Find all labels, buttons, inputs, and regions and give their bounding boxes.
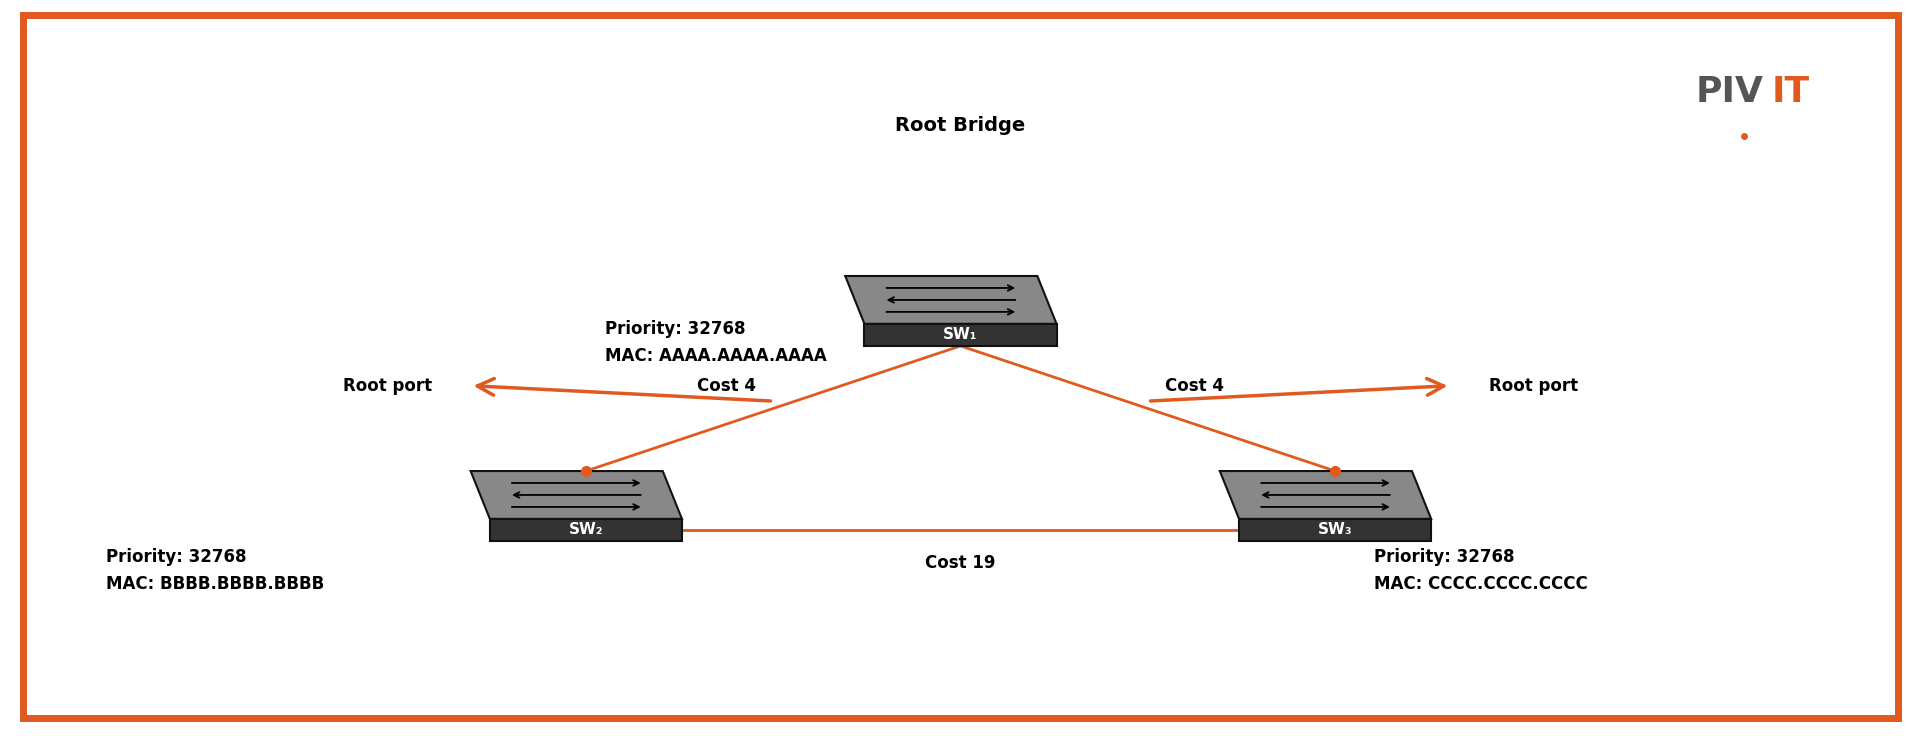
Text: Priority: 32768
MAC: BBBB.BBBB.BBBB: Priority: 32768 MAC: BBBB.BBBB.BBBB <box>106 548 325 592</box>
Text: Cost 19: Cost 19 <box>926 554 995 572</box>
Text: SW₂: SW₂ <box>569 523 603 537</box>
Text: Priority: 32768
MAC: AAAA.AAAA.AAAA: Priority: 32768 MAC: AAAA.AAAA.AAAA <box>605 320 826 364</box>
Text: IT: IT <box>1771 75 1810 109</box>
Text: Root port: Root port <box>344 377 432 394</box>
Polygon shape <box>490 519 682 541</box>
Polygon shape <box>864 324 1057 346</box>
Text: PIV: PIV <box>1696 75 1763 109</box>
Text: SW₃: SW₃ <box>1318 523 1352 537</box>
Polygon shape <box>845 276 1057 324</box>
Text: Priority: 32768
MAC: CCCC.CCCC.CCCC: Priority: 32768 MAC: CCCC.CCCC.CCCC <box>1374 548 1587 592</box>
Polygon shape <box>471 471 682 519</box>
Polygon shape <box>1220 471 1431 519</box>
Text: Root port: Root port <box>1489 377 1577 394</box>
Text: Cost 4: Cost 4 <box>697 378 755 395</box>
Polygon shape <box>1239 519 1431 541</box>
Text: Root Bridge: Root Bridge <box>895 116 1026 135</box>
Text: SW₁: SW₁ <box>943 328 978 342</box>
Text: Cost 4: Cost 4 <box>1166 378 1224 395</box>
